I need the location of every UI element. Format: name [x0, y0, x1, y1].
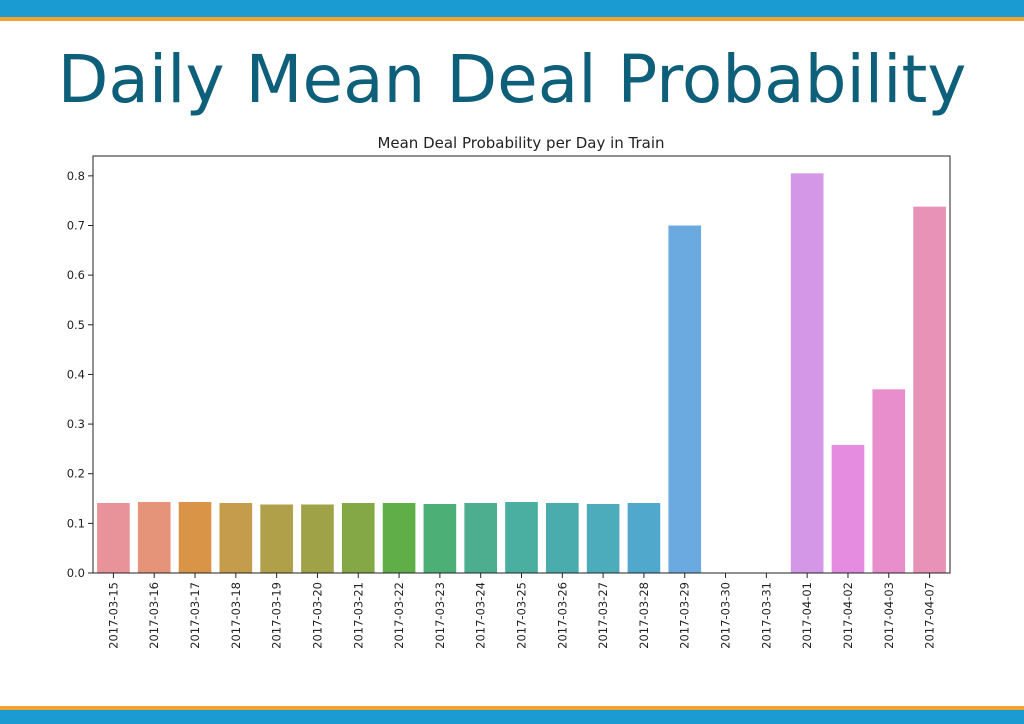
bar-2017-03-29	[668, 225, 702, 573]
top-blue-band	[0, 0, 1024, 17]
bar-2017-04-07	[913, 206, 946, 573]
x-tick-label: 2017-04-03	[882, 582, 896, 649]
x-tick-label: 2017-03-18	[229, 582, 243, 649]
plot-frame	[92, 155, 951, 574]
y-tick-label: 0.3	[67, 417, 85, 431]
x-tick-label: 2017-03-26	[555, 582, 569, 649]
x-tick-label: 2017-03-27	[596, 582, 610, 649]
bottom-orange-band	[0, 706, 1024, 710]
x-axis: 2017-03-15 2017-03-16 2017-03-17 2017-03-18…	[106, 573, 937, 649]
x-tick-label: 2017-03-22	[392, 582, 406, 649]
x-tick-label: 2017-03-20	[310, 582, 324, 649]
bar-2017-03-15	[97, 503, 130, 573]
x-tick-label: 2017-03-23	[433, 582, 447, 649]
slide-title: Daily Mean Deal Probability	[57, 41, 967, 118]
bar-2017-03-18	[219, 503, 253, 573]
bar-2017-03-27	[586, 503, 620, 573]
x-tick-label: 2017-04-07	[923, 582, 937, 649]
x-tick-label: 2017-03-28	[637, 582, 651, 649]
x-tick-label: 2017-03-19	[270, 582, 284, 649]
bar-2017-03-21	[341, 503, 375, 573]
x-tick-label: 2017-03-29	[678, 582, 692, 649]
bars-group	[97, 173, 946, 573]
bar-2017-03-17	[178, 502, 212, 573]
bar-2017-03-16	[137, 502, 171, 573]
y-axis: 0.0 0.1 0.2 0.3 0.4 0.5 0.6 0.7 0.8	[67, 169, 93, 580]
x-tick-label: 2017-03-16	[147, 582, 161, 649]
bar-2017-04-03	[872, 389, 906, 573]
bar-2017-03-26	[545, 503, 579, 573]
bar-2017-03-19	[260, 504, 293, 573]
y-tick-label: 0.0	[67, 566, 85, 580]
y-tick-label: 0.6	[67, 268, 85, 282]
x-tick-label: 2017-04-02	[841, 582, 855, 649]
bar-2017-04-01	[790, 173, 824, 573]
y-tick-label: 0.1	[67, 516, 85, 530]
bar-2017-03-20	[301, 504, 334, 573]
x-tick-label: 2017-03-15	[106, 582, 120, 649]
x-tick-label: 2017-03-24	[474, 582, 488, 649]
top-orange-band	[0, 17, 1024, 21]
bar-2017-03-28	[627, 503, 661, 573]
x-tick-label: 2017-03-30	[719, 582, 733, 649]
x-tick-label: 2017-03-25	[515, 582, 529, 649]
x-tick-label: 2017-03-17	[188, 582, 202, 649]
y-tick-label: 0.5	[67, 318, 85, 332]
bar-2017-03-23	[423, 503, 457, 573]
y-tick-label: 0.4	[67, 367, 85, 381]
x-tick-label: 2017-04-01	[800, 582, 814, 649]
y-tick-label: 0.7	[67, 219, 85, 233]
bottom-blue-band	[0, 710, 1024, 724]
bar-2017-03-25	[505, 502, 538, 573]
x-tick-label: 2017-03-31	[759, 582, 773, 649]
y-tick-label: 0.8	[67, 169, 85, 183]
bar-2017-04-02	[831, 444, 865, 573]
bar-2017-03-22	[382, 503, 416, 573]
chart-title: Mean Deal Probability per Day in Train	[377, 134, 664, 152]
bar-2017-03-24	[464, 503, 498, 573]
x-tick-label: 2017-03-21	[351, 582, 365, 649]
y-tick-label: 0.2	[67, 467, 85, 481]
